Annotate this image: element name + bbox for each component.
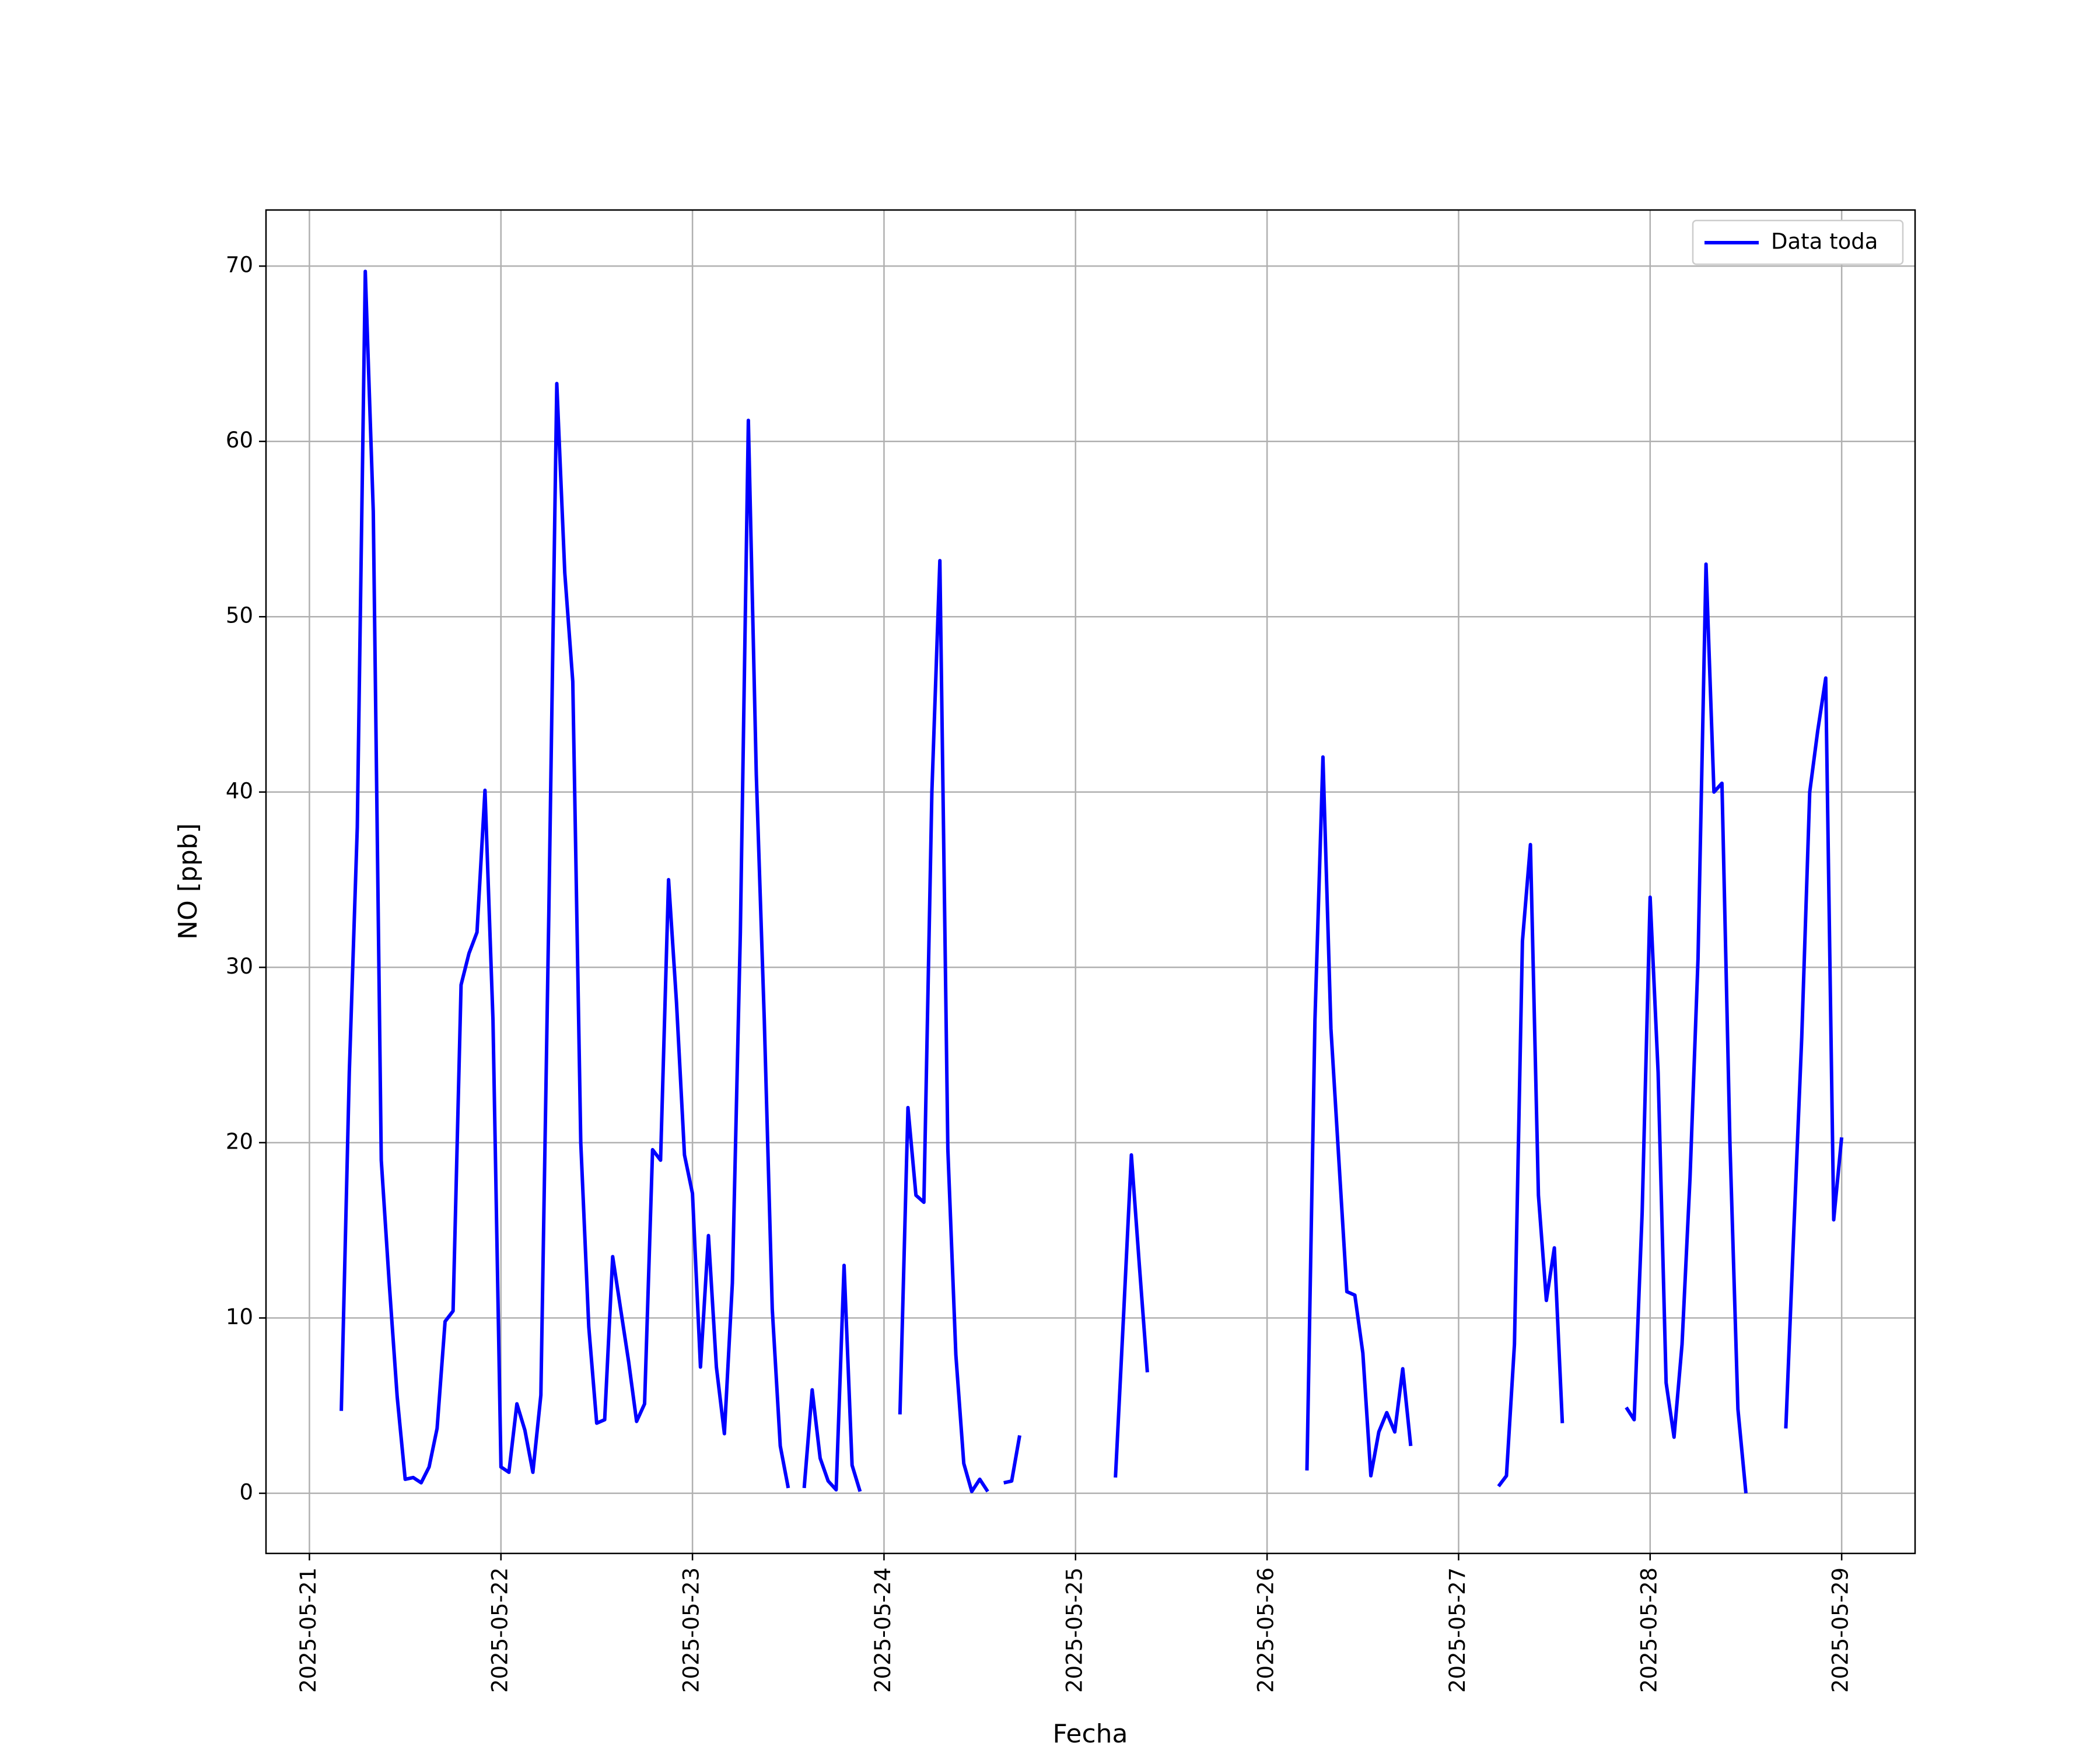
y-tick-label: 20 bbox=[226, 1129, 253, 1154]
y-tick-label: 10 bbox=[226, 1304, 253, 1329]
y-tick-label: 0 bbox=[239, 1479, 253, 1504]
x-axis-label: Fecha bbox=[1052, 1719, 1128, 1749]
y-tick-label: 50 bbox=[226, 603, 253, 628]
x-tick-label: 2025-05-21 bbox=[296, 1567, 321, 1693]
x-tick-label: 2025-05-25 bbox=[1062, 1567, 1087, 1693]
x-tick-label: 2025-05-27 bbox=[1445, 1567, 1470, 1693]
x-tick-label: 2025-05-22 bbox=[487, 1567, 512, 1693]
y-axis-label: NO [ppb] bbox=[173, 823, 203, 940]
y-tick-label: 60 bbox=[226, 428, 253, 453]
data-line bbox=[340, 270, 1844, 1494]
legend: Data toda bbox=[1692, 219, 1904, 265]
x-tick-label: 2025-05-28 bbox=[1636, 1567, 1661, 1693]
y-tick-label: 40 bbox=[226, 778, 253, 803]
x-tick-label: 2025-05-23 bbox=[679, 1567, 704, 1693]
x-tick-label: 2025-05-29 bbox=[1828, 1567, 1853, 1693]
y-tick-label: 30 bbox=[226, 954, 253, 979]
x-tick-label: 2025-05-26 bbox=[1254, 1567, 1279, 1693]
legend-label: Data toda bbox=[1771, 229, 1878, 254]
x-tick-label: 2025-05-24 bbox=[870, 1567, 895, 1693]
legend-box bbox=[1692, 219, 1904, 265]
plot-frame bbox=[265, 209, 1916, 1555]
y-tick-label: 70 bbox=[226, 253, 253, 278]
